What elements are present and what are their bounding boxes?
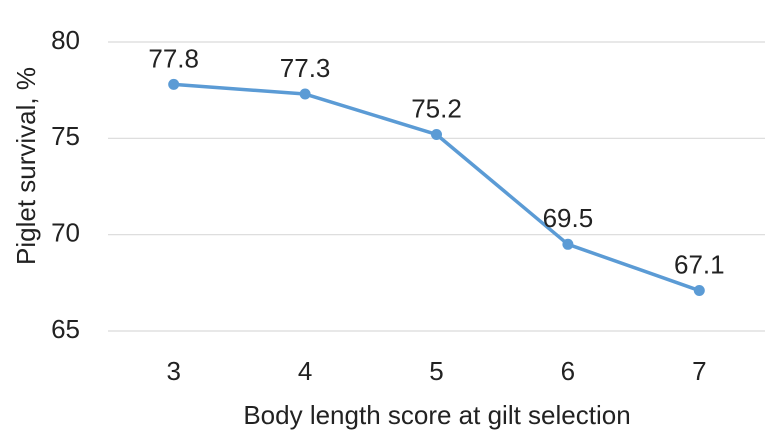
data-point [168, 78, 180, 90]
y-axis-title: Piglet survival, % [11, 67, 41, 265]
x-axis-ticks: 3 4 5 6 7 [166, 356, 706, 386]
data-point [299, 88, 311, 100]
data-label: 75.2 [411, 93, 462, 123]
data-label: 77.3 [280, 53, 331, 83]
x-tick-label: 4 [298, 356, 312, 386]
data-point [693, 285, 705, 297]
series-layer [168, 78, 705, 297]
y-tick-label: 80 [51, 25, 80, 55]
x-tick-label: 6 [561, 356, 575, 386]
y-tick-label: 75 [51, 121, 80, 151]
data-point [562, 238, 574, 250]
data-labels: 77.8 77.3 75.2 69.5 67.1 [148, 43, 724, 279]
x-tick-label: 7 [692, 356, 706, 386]
data-label: 69.5 [543, 203, 594, 233]
y-tick-label: 65 [51, 314, 80, 344]
x-tick-label: 5 [429, 356, 443, 386]
data-label: 67.1 [674, 249, 725, 279]
data-point [431, 128, 442, 140]
x-axis-title: Body length score at gilt selection [243, 400, 630, 430]
x-tick-label: 3 [166, 356, 180, 386]
y-axis-ticks: 65 70 75 80 [51, 25, 80, 344]
y-tick-label: 70 [51, 218, 80, 248]
data-label: 77.8 [148, 43, 199, 73]
